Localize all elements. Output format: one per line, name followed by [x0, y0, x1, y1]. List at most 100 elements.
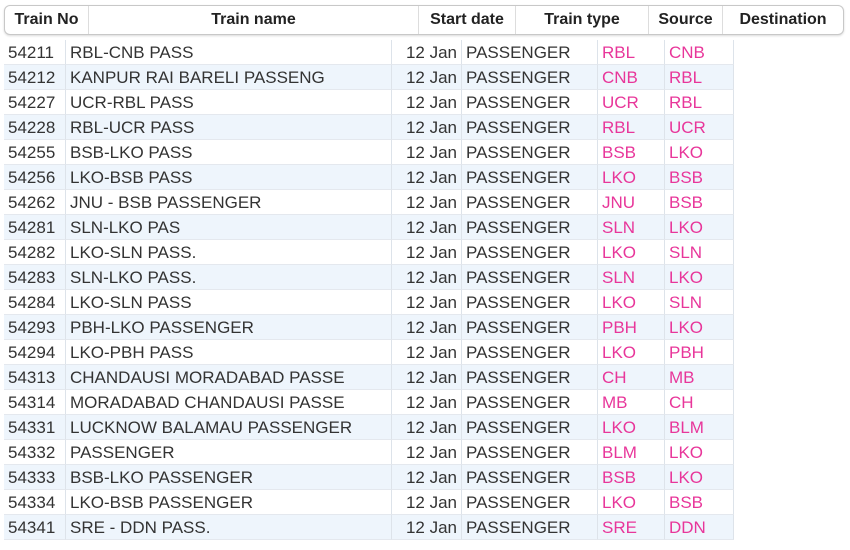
table-cell: LKO [598, 290, 665, 315]
table-cell: 12 Jan [392, 115, 462, 140]
table-row[interactable]: 54293 PBH-LKO PASSENGER 12 Jan PASSENGER PBH… [4, 315, 734, 340]
column-header[interactable]: Train type [516, 6, 649, 34]
table-cell: PASSENGER [462, 215, 598, 240]
table-cell: LKO [598, 415, 665, 440]
table-cell: 54228 [4, 115, 66, 140]
column-header[interactable]: Train No [5, 6, 89, 34]
table-row[interactable]: 54313 CHANDAUSI MORADABAD PASSE 12 Jan PASS… [4, 365, 734, 390]
table-cell: MB [598, 390, 665, 415]
table-cell: RBL [665, 65, 734, 90]
table-row[interactable]: 54334 LKO-BSB PASSENGER 12 Jan PASSENGER LKO… [4, 490, 734, 515]
table-row[interactable]: 54262 JNU - BSB PASSENGER 12 Jan PASSENGER J… [4, 190, 734, 215]
table-cell: PASSENGER [462, 115, 598, 140]
table-cell: LKO-BSB PASSENGER [66, 490, 392, 515]
table-cell: 12 Jan [392, 90, 462, 115]
table-row[interactable]: 54227 UCR-RBL PASS 12 Jan PASSENGER UCR RBL [4, 90, 734, 115]
table-cell: DDN [665, 515, 734, 540]
table-cell: 12 Jan [392, 265, 462, 290]
table-cell: CNB [665, 40, 734, 65]
table-cell: 12 Jan [392, 40, 462, 65]
table-cell: SLN-LKO PAS [66, 215, 392, 240]
table-row[interactable]: 54282 LKO-SLN PASS. 12 Jan PASSENGER LKO SLN [4, 240, 734, 265]
table-row[interactable]: 54333 BSB-LKO PASSENGER 12 Jan PASSENGER BSB… [4, 465, 734, 490]
table-cell: 54262 [4, 190, 66, 215]
table-cell: 54281 [4, 215, 66, 240]
table-row[interactable]: 54332 PASSENGER 12 Jan PASSENGER BLM LKO [4, 440, 734, 465]
table-row[interactable]: 54228 RBL-UCR PASS 12 Jan PASSENGER RBL UCR [4, 115, 734, 140]
table-cell: 12 Jan [392, 365, 462, 390]
table-cell: PASSENGER [462, 315, 598, 340]
table-cell: 54341 [4, 515, 66, 540]
table-row[interactable]: 54314 MORADABAD CHANDAUSI PASSE 12 Jan PASS… [4, 390, 734, 415]
table-cell: PASSENGER [462, 290, 598, 315]
table-cell: BLM [598, 440, 665, 465]
table-row[interactable]: 54294 LKO-PBH PASS 12 Jan PASSENGER LKO PBH [4, 340, 734, 365]
column-header[interactable]: Destination [739, 11, 827, 28]
table-row[interactable]: 54283 SLN-LKO PASS. 12 Jan PASSENGER SLN LKO [4, 265, 734, 290]
table-cell: BSB-LKO PASSENGER [66, 465, 392, 490]
table-cell: 12 Jan [392, 190, 462, 215]
column-header[interactable]: Start date [419, 6, 516, 34]
table-cell: 54313 [4, 365, 66, 390]
table-row[interactable]: 54341 SRE - DDN PASS. 12 Jan PASSENGER SRE DD… [4, 515, 734, 540]
table-cell: LKO-SLN PASS [66, 290, 392, 315]
table-cell: PASSENGER [462, 440, 598, 465]
table-cell: 12 Jan [392, 465, 462, 490]
table-cell: 12 Jan [392, 340, 462, 365]
table-cell: LUCKNOW BALAMAU PASSENGER [66, 415, 392, 440]
column-header[interactable]: Source [649, 6, 723, 34]
table-cell: 54283 [4, 265, 66, 290]
table-cell: 12 Jan [392, 415, 462, 440]
table-cell: 12 Jan [392, 215, 462, 240]
table-row[interactable]: 54212 KANPUR RAI BARELI PASSENG 12 Jan PASS… [4, 65, 734, 90]
table-cell: BSB [598, 465, 665, 490]
table-cell: JNU - BSB PASSENGER [66, 190, 392, 215]
table-cell: SLN [665, 290, 734, 315]
table-cell: 12 Jan [392, 240, 462, 265]
table-row[interactable]: 54284 LKO-SLN PASS 12 Jan PASSENGER LKO SLN [4, 290, 734, 315]
table-cell: LKO [665, 215, 734, 240]
table-cell: 12 Jan [392, 515, 462, 540]
table-cell: PASSENGER [462, 515, 598, 540]
table-cell: 12 Jan [392, 165, 462, 190]
table-cell: PASSENGER [462, 40, 598, 65]
table-cell: LKO [598, 490, 665, 515]
table-cell: BSB [665, 165, 734, 190]
table-cell: 54314 [4, 390, 66, 415]
table-cell: 12 Jan [392, 140, 462, 165]
table-cell: PASSENGER [462, 465, 598, 490]
table-cell: 54255 [4, 140, 66, 165]
table-cell: UCR [665, 115, 734, 140]
table-cell: 54284 [4, 290, 66, 315]
table-cell: CH [598, 365, 665, 390]
table-cell: SLN [598, 215, 665, 240]
table-cell: PASSENGER [462, 490, 598, 515]
table-cell: BSB [665, 490, 734, 515]
table-cell: LKO [598, 340, 665, 365]
table-cell: MB [665, 365, 734, 390]
table-cell: PASSENGER [462, 390, 598, 415]
table-row[interactable]: 54331 LUCKNOW BALAMAU PASSENGER 12 Jan PASS… [4, 415, 734, 440]
table-row[interactable]: 54211 RBL-CNB PASS 12 Jan PASSENGER RBL CNB [4, 40, 734, 65]
table-cell: BLM [665, 415, 734, 440]
table-cell: 12 Jan [392, 315, 462, 340]
table-row[interactable]: 54256 LKO-BSB PASS 12 Jan PASSENGER LKO BSB [4, 165, 734, 190]
table-cell: SRE - DDN PASS. [66, 515, 392, 540]
table-cell: RBL [598, 40, 665, 65]
table-cell: SRE [598, 515, 665, 540]
table-cell: SLN [665, 240, 734, 265]
table-cell: PASSENGER [462, 265, 598, 290]
table-row[interactable]: 54281 SLN-LKO PAS 12 Jan PASSENGER SLN LKO [4, 215, 734, 240]
table-cell: LKO-PBH PASS [66, 340, 392, 365]
table-cell: 12 Jan [392, 440, 462, 465]
column-header[interactable]: Train name [89, 6, 419, 34]
table-cell: LKO [598, 240, 665, 265]
table-cell: PASSENGER [462, 190, 598, 215]
table-cell: LKO-SLN PASS. [66, 240, 392, 265]
table-cell: LKO [665, 465, 734, 490]
table-row[interactable]: 54255 BSB-LKO PASS 12 Jan PASSENGER BSB LKO [4, 140, 734, 165]
table-cell: PBH-LKO PASSENGER [66, 315, 392, 340]
table-cell: 54294 [4, 340, 66, 365]
table-cell: LKO [665, 315, 734, 340]
